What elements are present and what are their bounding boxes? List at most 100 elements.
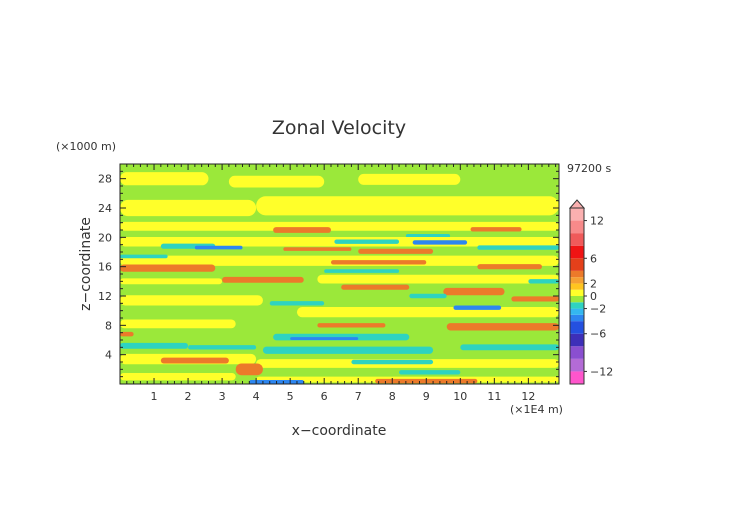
velocity-band [262, 346, 434, 354]
colorbar-swatch [570, 302, 584, 309]
colorbar-swatch [570, 333, 584, 347]
colorbar-label: 0 [590, 290, 597, 303]
colorbar-swatch [570, 220, 584, 234]
velocity-band [120, 221, 559, 231]
velocity-band [194, 245, 243, 250]
velocity-band [188, 345, 257, 350]
velocity-band [330, 260, 427, 265]
colorbar-swatch [570, 208, 584, 221]
chart-title: Zonal Velocity [272, 117, 406, 139]
velocity-band [528, 279, 559, 284]
colorbar-swatch [570, 321, 584, 334]
velocity-band [256, 196, 559, 216]
velocity-band [358, 248, 434, 254]
colorbar-swatch [570, 358, 584, 372]
velocity-band [511, 296, 559, 302]
x-tick-label: 10 [453, 390, 467, 403]
velocity-band [334, 239, 400, 244]
colorbar-swatch [570, 277, 584, 284]
velocity-band [120, 342, 189, 349]
colorbar-label: −6 [590, 328, 606, 341]
colorbar-label: 12 [590, 215, 604, 228]
velocity-band [296, 307, 559, 318]
colorbar-swatch [570, 258, 584, 271]
colorbar-swatch [570, 296, 584, 303]
velocity-band [120, 199, 257, 217]
velocity-band [120, 264, 216, 272]
colorbar: 12 6 20−2 −6 −12 [568, 199, 613, 385]
colorbar-swatch [570, 308, 584, 315]
x-axis-label: x−coordinate [292, 423, 387, 439]
x-tick-label: 11 [487, 390, 501, 403]
y-axis-label: z−coordinate [78, 217, 94, 311]
plot-area [120, 164, 559, 384]
colorbar-swatch [570, 245, 584, 259]
velocity-band [446, 323, 559, 331]
colorbar-swatch [570, 283, 584, 290]
velocity-band [453, 305, 502, 310]
x-axis: 1 2 3 4 5 6 7 8 9 10 11 12 [126, 164, 557, 403]
colorbar-label: −12 [590, 365, 613, 378]
colorbar-label: 2 [590, 277, 597, 290]
colorbar-swatch [570, 270, 584, 278]
y-tick-label: 24 [98, 202, 112, 215]
y-unit-label: (×1000 m) [56, 140, 116, 153]
colorbar-swatch [570, 314, 584, 322]
x-tick-label: 2 [185, 390, 192, 403]
velocity-band [460, 344, 559, 351]
velocity-band [443, 287, 505, 296]
velocity-band [358, 173, 461, 185]
x-tick-label: 7 [355, 390, 362, 403]
colorbar-swatch [570, 233, 584, 246]
velocity-band [341, 284, 410, 290]
colorbar-label: −2 [590, 303, 606, 316]
time-label: 97200 s [567, 162, 611, 175]
x-tick-label: 4 [253, 390, 260, 403]
colorbar-extend-arrow [568, 199, 586, 209]
velocity-band [317, 323, 386, 328]
velocity-band [477, 245, 559, 250]
y-tick-label: 28 [98, 173, 112, 186]
velocity-band [228, 175, 325, 188]
velocity-band [273, 227, 331, 233]
velocity-band [283, 247, 352, 251]
y-tick-label: 20 [98, 231, 112, 244]
x-tick-label: 5 [287, 390, 294, 403]
x-tick-label: 8 [389, 390, 396, 403]
velocity-band [399, 370, 461, 375]
colorbar-label: 6 [590, 252, 597, 265]
velocity-band [290, 337, 359, 340]
velocity-band [409, 293, 447, 299]
velocity-band [317, 274, 559, 284]
y-axis: 4 8 12 16 20 24 28 [98, 170, 559, 378]
velocity-band [269, 301, 325, 306]
velocity-band [120, 319, 236, 329]
x-unit-label: (×1E4 m) [510, 403, 563, 416]
x-tick-label: 3 [219, 390, 226, 403]
velocity-band [120, 254, 168, 259]
y-tick-label: 12 [98, 290, 112, 303]
y-tick-label: 4 [105, 349, 112, 362]
velocity-band [120, 278, 223, 285]
velocity-band [160, 357, 229, 364]
velocity-band [477, 264, 542, 270]
colorbar-swatch [570, 289, 584, 296]
velocity-band [351, 359, 434, 365]
velocity-band [235, 363, 263, 376]
y-tick-label: 8 [105, 319, 112, 332]
x-tick-label: 1 [151, 390, 158, 403]
x-tick-label: 12 [521, 390, 535, 403]
velocity-band [120, 172, 209, 186]
velocity-band [120, 373, 236, 381]
x-tick-label: 9 [423, 390, 430, 403]
velocity-band [120, 331, 134, 337]
colorbar-swatch [570, 346, 584, 359]
velocity-band [120, 295, 263, 306]
velocity-band [470, 227, 522, 232]
velocity-band [324, 269, 400, 273]
y-tick-label: 16 [98, 261, 112, 274]
x-tick-label: 6 [321, 390, 328, 403]
colorbar-swatch [570, 371, 584, 384]
velocity-band [405, 234, 451, 238]
